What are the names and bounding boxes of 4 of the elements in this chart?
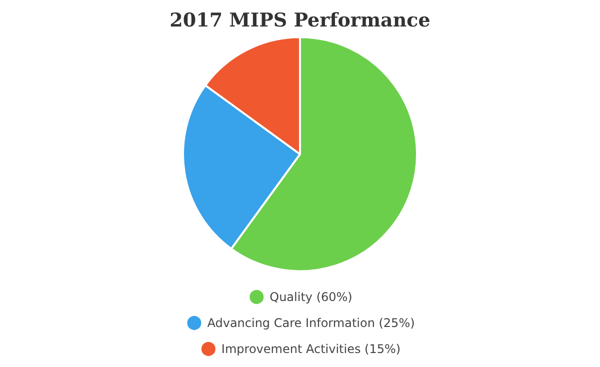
legend-label: Improvement Activities (15%) [221,342,401,356]
legend-label: Quality (60%) [270,290,352,304]
chart-title: 2017 MIPS Performance [170,10,430,32]
legend-label: Advancing Care Information (25%) [207,316,415,330]
